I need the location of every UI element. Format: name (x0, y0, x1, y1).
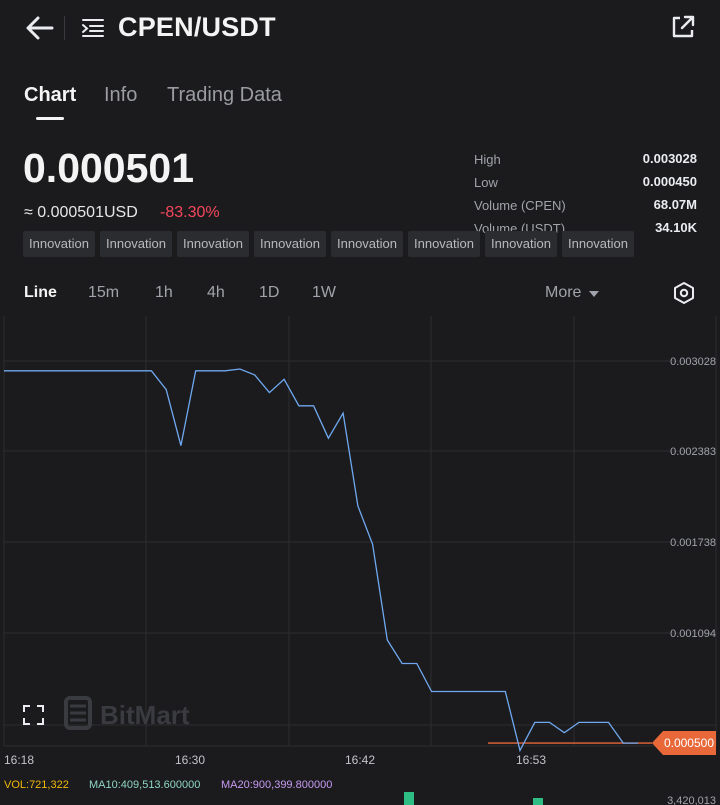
top-bar: CPEN/USDT (0, 0, 720, 58)
x-tick-label: 16:18 (4, 753, 34, 767)
price-change: -83.30% (160, 204, 220, 221)
tag-innovation[interactable]: Innovation (23, 231, 95, 257)
tag-innovation[interactable]: Innovation (100, 231, 172, 257)
usd-equivalent: ≈ 0.000501USD (24, 204, 138, 221)
stat-value-low: 0.000450 (642, 174, 697, 189)
stat-value-volume-quote: 34.10K (655, 220, 697, 234)
interval-15m[interactable]: 15m (88, 284, 120, 301)
y-tick-label: 0.003028 (670, 356, 716, 368)
stat-value-volume-base: 68.07M (653, 197, 697, 212)
active-tab-indicator (36, 117, 64, 120)
watermark-logo-icon (64, 696, 92, 730)
interval-4h[interactable]: 4h (207, 284, 225, 301)
current-price-tag: 0.000500 (652, 731, 716, 756)
y-tick-label: 0.001738 (670, 537, 716, 549)
volume-bar (533, 798, 543, 805)
y-tick-label: 0.001094 (670, 628, 716, 640)
interval-1w[interactable]: 1W (312, 284, 336, 301)
ma20-label: MA20:900,399.800000 (221, 779, 332, 791)
back-arrow-icon[interactable] (22, 12, 58, 44)
stat-label-low: Low (474, 175, 498, 190)
y-axis-labels: 0.003028 0.002383 0.001738 0.001094 (670, 356, 716, 640)
x-axis-labels: 16:18 16:30 16:42 16:53 (4, 753, 546, 767)
pair-menu-icon[interactable] (80, 14, 106, 42)
tag-row: Innovation Innovation Innovation Innovation… (23, 231, 720, 259)
price-chart[interactable]: BitMart 0.003028 0.002383 0.001738 0.001094… (0, 316, 720, 805)
volume-bar (404, 792, 414, 805)
interval-1d[interactable]: 1D (259, 284, 280, 301)
y-tick-label: 0.002383 (670, 446, 716, 458)
chart-grid (3, 316, 717, 747)
page-title[interactable]: CPEN/USDT (118, 12, 276, 42)
price-series-line (4, 368, 638, 753)
stat-label-volume-base: Volume (CPEN) (474, 198, 566, 213)
last-price: 0.000501 (23, 145, 195, 191)
ma10-label: MA10:409,513.600000 (89, 779, 200, 791)
interval-bar: Line 15m 1h 4h 1D 1W More (0, 270, 720, 316)
tag-innovation[interactable]: Innovation (254, 231, 326, 257)
stat-label-high: High (474, 152, 501, 167)
tag-innovation[interactable]: Innovation (562, 231, 634, 257)
tag-innovation[interactable]: Innovation (177, 231, 249, 257)
tag-innovation[interactable]: Innovation (331, 231, 403, 257)
interval-line[interactable]: Line (24, 284, 57, 301)
tag-innovation[interactable]: Innovation (408, 231, 480, 257)
interval-1h[interactable]: 1h (155, 284, 173, 301)
header-divider (64, 16, 65, 40)
chart-settings-icon[interactable] (672, 281, 696, 305)
x-tick-label: 16:53 (516, 753, 546, 767)
x-tick-label: 16:42 (345, 753, 375, 767)
volume-axis-label: 3,420,013 (667, 795, 716, 805)
chevron-down-icon[interactable] (589, 291, 599, 297)
x-tick-label: 16:30 (175, 753, 205, 767)
tab-trading-data[interactable]: Trading Data (167, 84, 282, 106)
stat-value-high: 0.003028 (642, 151, 697, 166)
fullscreen-icon[interactable] (23, 705, 44, 725)
volume-label: VOL:721,322 (4, 779, 69, 791)
tag-innovation[interactable]: Innovation (485, 231, 557, 257)
stat-label-volume-quote: Volume (USDT) (474, 221, 566, 234)
chart-watermark: BitMart (100, 700, 190, 730)
tab-info[interactable]: Info (104, 84, 138, 106)
current-price-label: 0.000500 (664, 736, 714, 750)
stats-panel: High 0.003028 Low 0.000450 Volume (CPEN)… (470, 150, 710, 234)
external-link-icon[interactable] (668, 12, 698, 42)
tab-chart[interactable]: Chart (24, 84, 77, 106)
more-intervals-button[interactable]: More (545, 284, 582, 301)
current-price-tag-shape (652, 731, 716, 756)
